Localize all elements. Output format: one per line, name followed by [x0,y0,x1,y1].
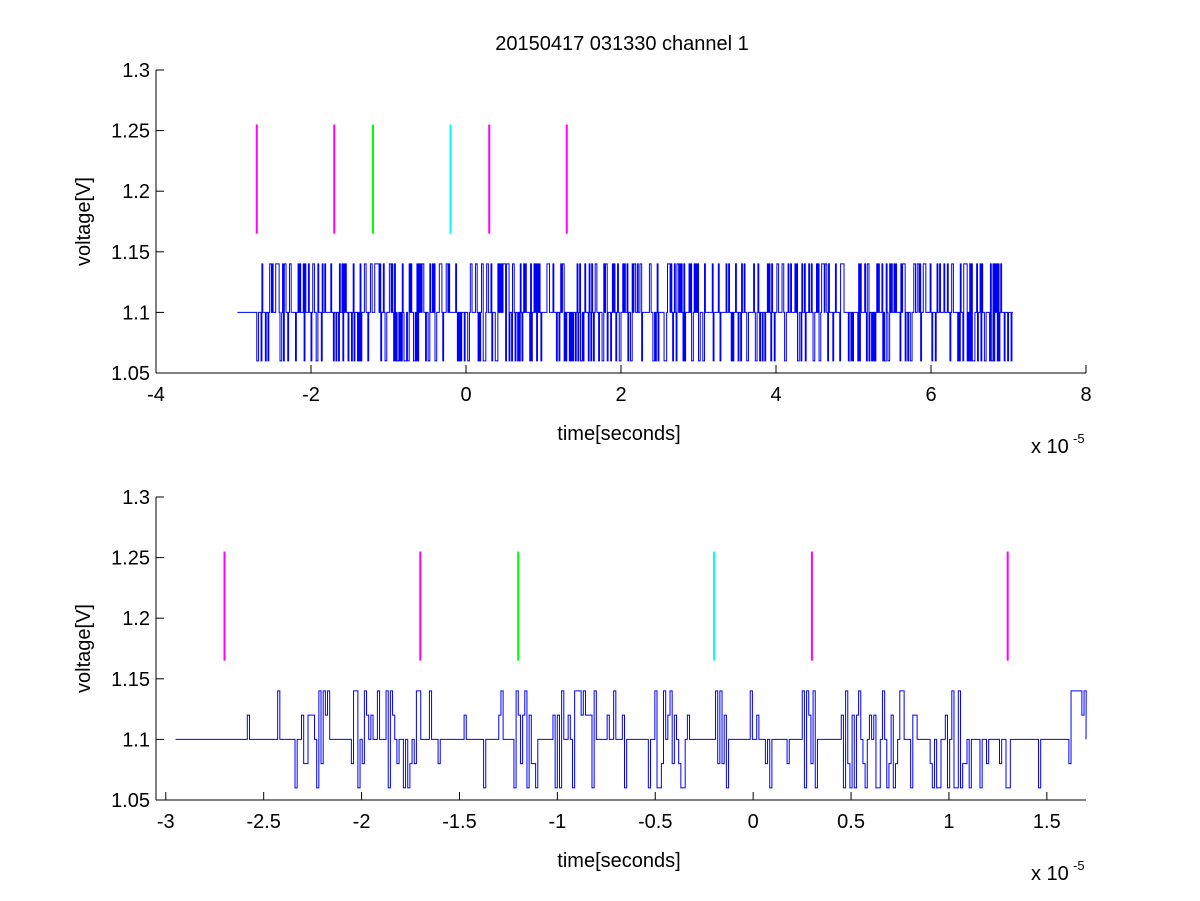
x-tick-label: -1.5 [442,811,476,833]
x-tick-label: -1 [548,811,566,833]
y-tick-label: 1.15 [111,242,150,264]
x-axis-multiplier-exponent: -5 [1073,431,1085,446]
x-tick-label: -2 [353,811,371,833]
x-tick-label: -0.5 [638,811,672,833]
x-axis-multiplier: x 10 [1031,863,1069,885]
x-tick-label: 1 [943,811,954,833]
y-tick-label: 1.25 [111,121,150,143]
bottom-plot: 1.05 1.1 1.15 1.2 1.25 1.3 -3 -2.5 -2 -1.5 -1 -0.5 0… [73,487,1087,885]
y-tick-label: 1.1 [122,729,150,751]
y-tick-label: 1.15 [111,669,150,691]
x-tick-label: -3 [157,811,175,833]
x-tick-label: 8 [1080,384,1091,406]
y-axis-label: voltage[V] [73,177,95,266]
y-tick-label: 1.05 [111,363,150,385]
voltage-trace [237,263,1013,362]
x-tick-label: 0 [748,811,759,833]
x-axis-multiplier-exponent: -5 [1073,858,1085,873]
top-plot: 1.05 1.1 1.15 1.2 1.25 1.3 -4 -2 0 2 4 6 8 time[secon… [73,60,1092,458]
y-axis-label: voltage[V] [73,604,95,693]
x-tick-label: 0.5 [837,811,865,833]
x-tick-label: 6 [925,384,936,406]
x-axis-label: time[seconds] [557,850,680,872]
x-tick-label: -2.5 [246,811,280,833]
figure-title: 20150417 031330 channel 1 [495,33,749,55]
x-tick-label: 2 [615,384,626,406]
voltage-trace [175,690,1087,789]
x-tick-label: -2 [302,384,320,406]
x-tick-label: 4 [770,384,781,406]
y-tick-label: 1.3 [122,487,150,509]
x-tick-label: 0 [460,384,471,406]
x-tick-label: 1.5 [1033,811,1061,833]
y-tick-label: 1.25 [111,548,150,570]
y-tick-label: 1.2 [122,608,150,630]
x-tick-label: -4 [147,384,165,406]
y-tick-label: 1.1 [122,302,150,324]
x-axis-label: time[seconds] [557,423,680,445]
y-tick-label: 1.2 [122,181,150,203]
y-tick-label: 1.05 [111,790,150,812]
y-tick-label: 1.3 [122,60,150,82]
x-axis-multiplier: x 10 [1031,436,1069,458]
